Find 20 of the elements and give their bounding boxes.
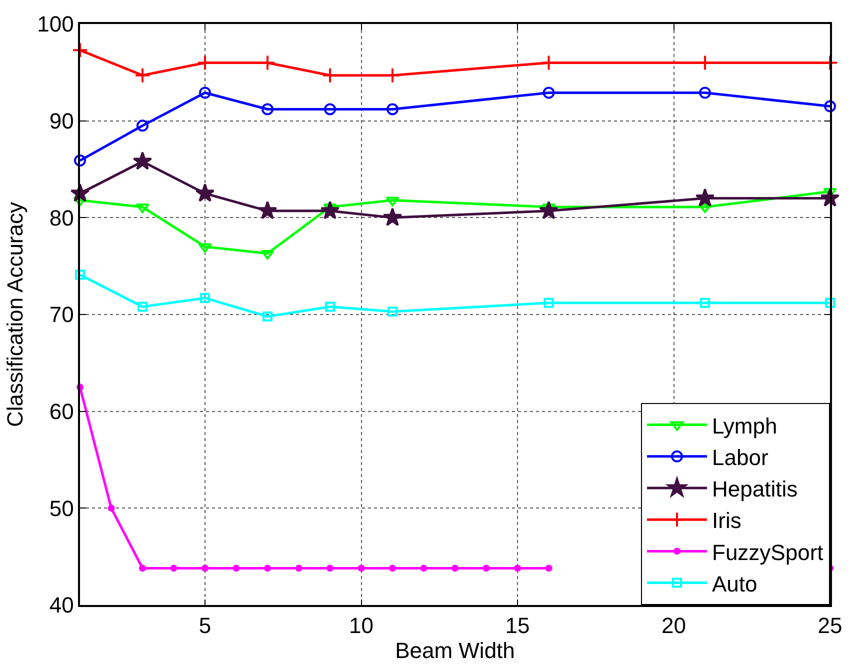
legend-label: Labor bbox=[712, 444, 768, 470]
legend-label: Hepatitis bbox=[712, 476, 798, 502]
y-tick-label: 70 bbox=[49, 302, 74, 328]
y-tick-label: 80 bbox=[49, 205, 74, 230]
legend-label: Auto bbox=[712, 571, 758, 596]
y-tick-label: 50 bbox=[49, 496, 74, 521]
x-tick-label: 10 bbox=[349, 613, 374, 638]
y-tick-label: 40 bbox=[49, 592, 74, 618]
x-tick-label: 25 bbox=[818, 613, 842, 638]
x-axis-title: Beam Width bbox=[395, 638, 515, 664]
x-tick-label: 15 bbox=[505, 613, 530, 638]
y-axis-title: Classification Accuracy bbox=[2, 202, 28, 427]
y-tick-label: 100 bbox=[37, 12, 74, 37]
y-tick-label: 90 bbox=[49, 108, 74, 134]
x-tick-label: 5 bbox=[198, 613, 212, 638]
legend-label: Lymph bbox=[712, 413, 778, 438]
y-tick-label: 60 bbox=[49, 399, 74, 424]
legend-label: FuzzySport bbox=[712, 540, 824, 565]
legend-label: Iris bbox=[712, 508, 742, 534]
x-tick-label: 20 bbox=[662, 613, 686, 638]
